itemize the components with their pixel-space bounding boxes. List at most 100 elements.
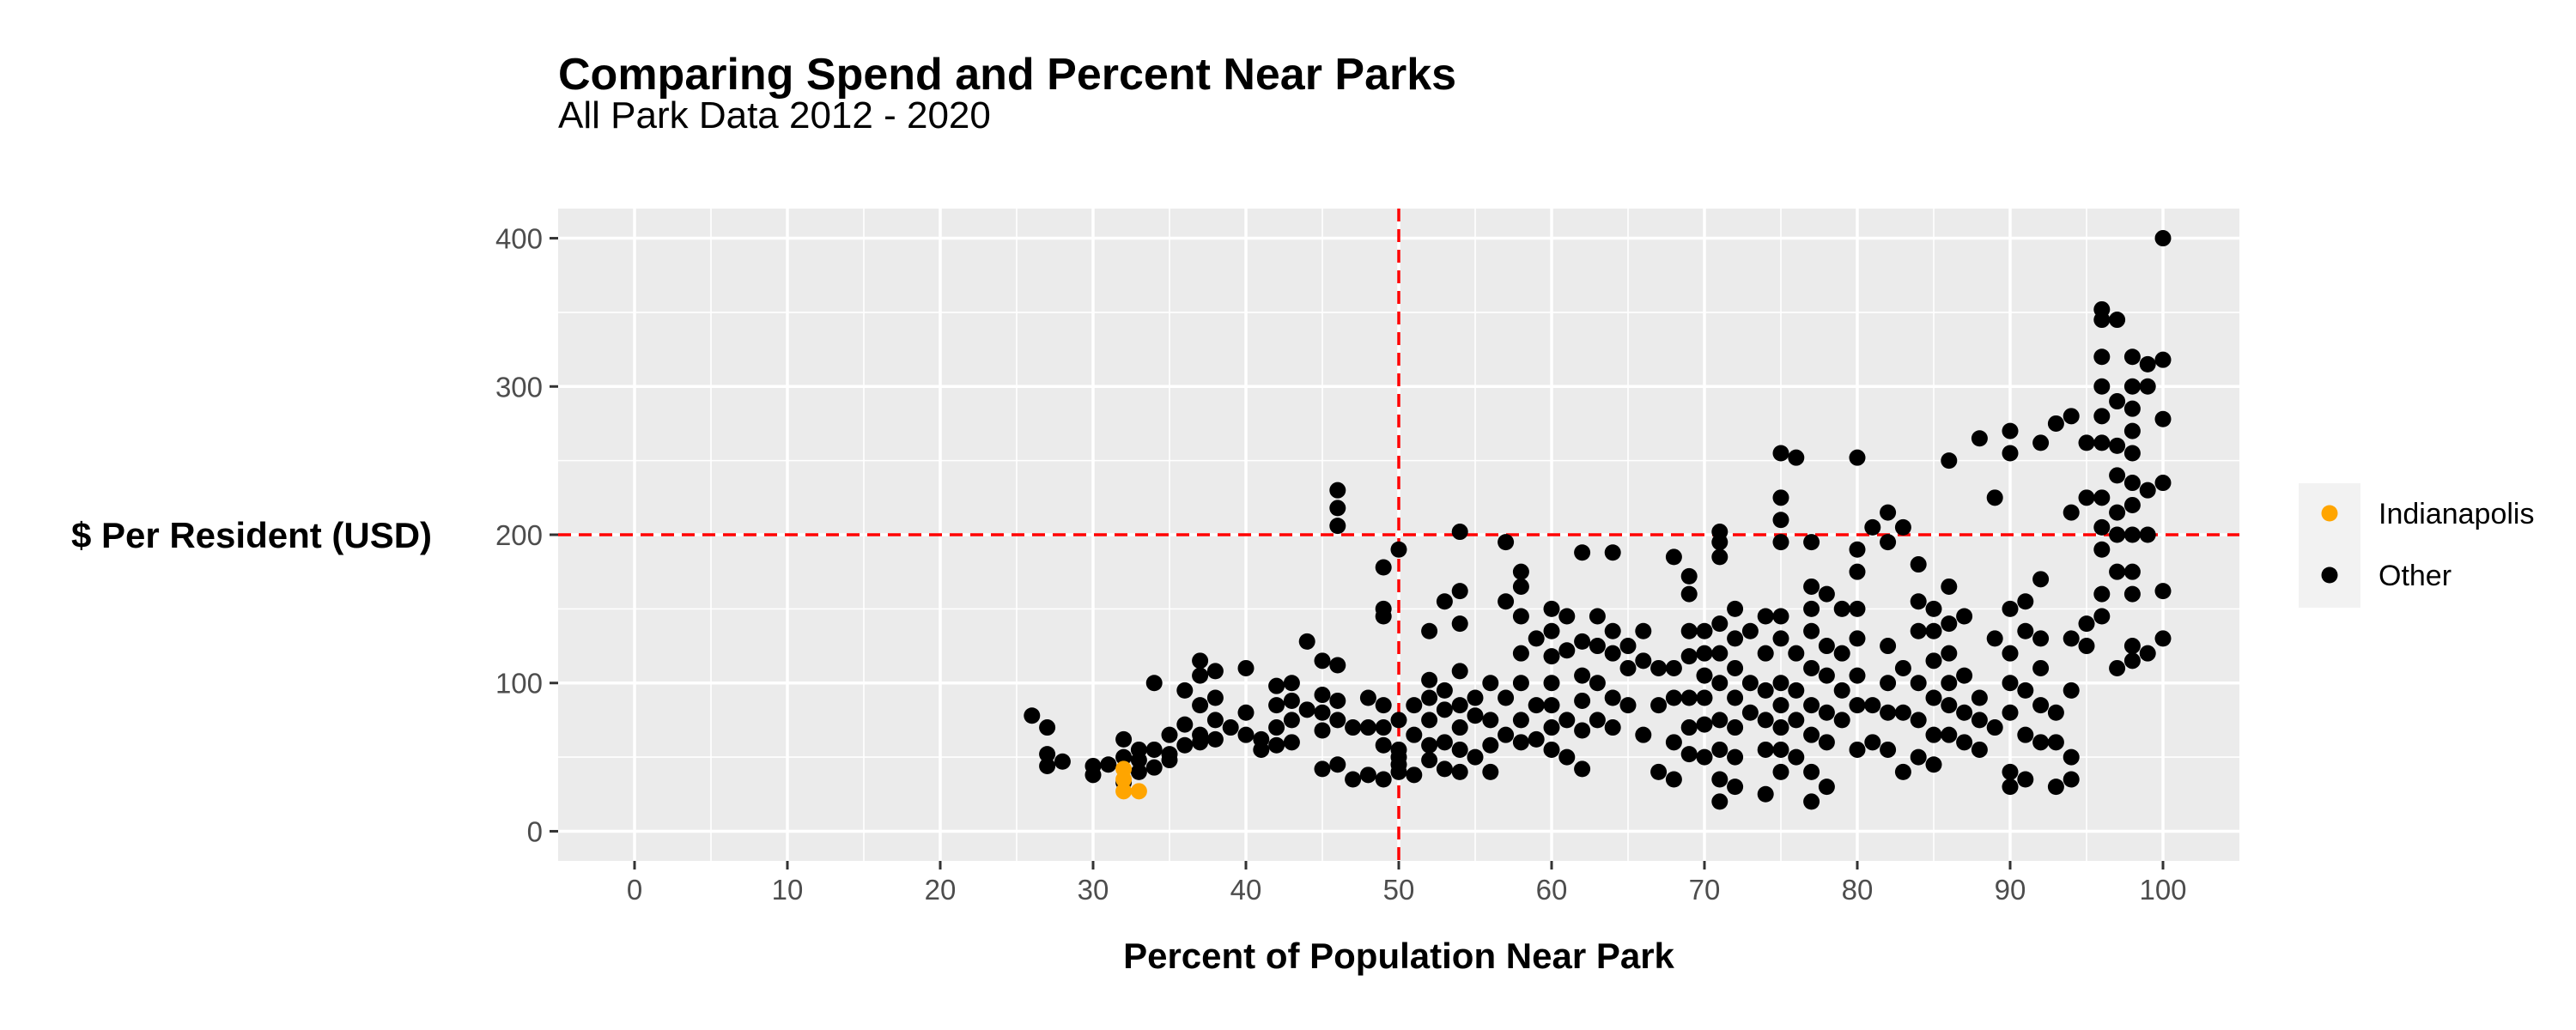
data-point-other [1635,622,1652,639]
data-point-other [1528,697,1545,714]
data-point-other [1375,736,1392,754]
data-point-other [1619,659,1637,676]
data-point-other [2032,571,2050,588]
data-point-other [1498,726,1515,743]
data-point-other [1971,689,1988,706]
data-point-other [1956,704,1973,721]
data-point-other [1558,748,1576,766]
data-point-other [1543,675,1560,692]
data-point-other [1757,682,1774,699]
data-point-other [1359,689,1376,706]
data-point-other [1757,712,1774,729]
data-point-other [1451,663,1468,680]
data-point-other [1833,712,1850,729]
y-tick-label: 400 [495,223,543,255]
data-point-other [1130,752,1147,769]
data-point-other [1451,763,1468,780]
data-point-other [1084,766,1102,784]
data-point-other [1941,697,1958,714]
data-point-other [1849,563,1866,580]
data-point-other [1192,667,1209,684]
data-point-other [1451,615,1468,633]
data-point-other [1941,675,1958,692]
data-point-other [1880,504,1897,521]
data-point-other [1665,548,1682,566]
data-point-other [2047,779,2064,796]
data-point-other [1329,692,1346,709]
data-point-other [2047,734,2064,751]
data-point-other [2063,408,2080,425]
data-point-other [2017,771,2034,788]
x-axis-title: Percent of Population Near Park [1123,936,1674,976]
data-point-other [1482,675,1499,692]
data-point-other [2109,437,2126,454]
data-point-other [1192,697,1209,714]
data-point-other [1803,763,1820,780]
data-point-other [1359,719,1376,736]
data-point-other [1482,712,1499,729]
data-point-other [2032,434,2050,451]
data-point-other [2123,378,2141,395]
data-point-other [1039,746,1056,763]
data-point-other [1589,638,1606,655]
data-point-other [1421,689,1438,706]
data-point-other [2109,467,2126,484]
y-tick-label: 300 [495,371,543,403]
data-point-other [1696,716,1713,733]
data-point-other [1406,697,1423,714]
data-point-other [2139,526,2156,543]
data-point-other [1604,645,1621,662]
data-point-other [1039,719,1056,736]
data-point-other [2032,630,2050,647]
data-point-other [2093,312,2111,329]
data-point-other [1757,608,1774,625]
data-point-other [1421,671,1438,688]
data-point-other [1788,645,1805,662]
data-point-other [2139,645,2156,662]
data-point-other [1818,667,1835,684]
data-point-other [1925,689,1942,706]
data-point-other [1604,544,1621,561]
data-point-other [1512,734,1529,751]
data-point-other [1956,667,1973,684]
x-tick-label: 20 [925,874,957,906]
data-point-other [1925,622,1942,639]
axes: 0 10 20 30 40 50 60 70 80 90 100 0 100 200 300 400 [495,223,2187,906]
data-point-other [1941,452,1958,470]
data-point-other [2109,504,2126,521]
data-point-other [1849,667,1866,684]
data-point-other [1574,544,1591,561]
data-point-other [1635,726,1652,743]
data-point-other [2123,496,2141,513]
data-point-other [1436,701,1453,718]
data-point-other [1421,712,1438,729]
chart-title: Comparing Spend and Percent Near Parks [558,50,1456,100]
data-point-other [2002,445,2019,462]
data-point-other [1406,766,1423,784]
data-point-other [1956,734,1973,751]
y-tick-label: 200 [495,519,543,551]
data-point-other [1880,534,1897,551]
data-point-other [1880,675,1897,692]
data-point-other [1268,677,1285,694]
data-point-other [1206,730,1224,748]
data-point-other [1711,675,1728,692]
data-point-other [1680,689,1698,706]
data-point-other [1849,449,1866,466]
data-point-other [2154,410,2172,427]
data-point-other [1528,730,1545,748]
data-point-other [1512,645,1529,662]
data-point-other [1864,697,1881,714]
data-point-other [1436,760,1453,778]
data-point-other [1910,593,1927,610]
data-point-other [1727,659,1744,676]
data-point-other [1727,779,1744,796]
data-point-other [1406,726,1423,743]
data-point-other [1451,719,1468,736]
data-point-other [1237,726,1255,743]
data-point-other [1176,682,1194,699]
data-point-other [1680,622,1698,639]
data-point-other [1589,608,1606,625]
data-point-other [1498,593,1515,610]
data-point-other [1543,648,1560,665]
